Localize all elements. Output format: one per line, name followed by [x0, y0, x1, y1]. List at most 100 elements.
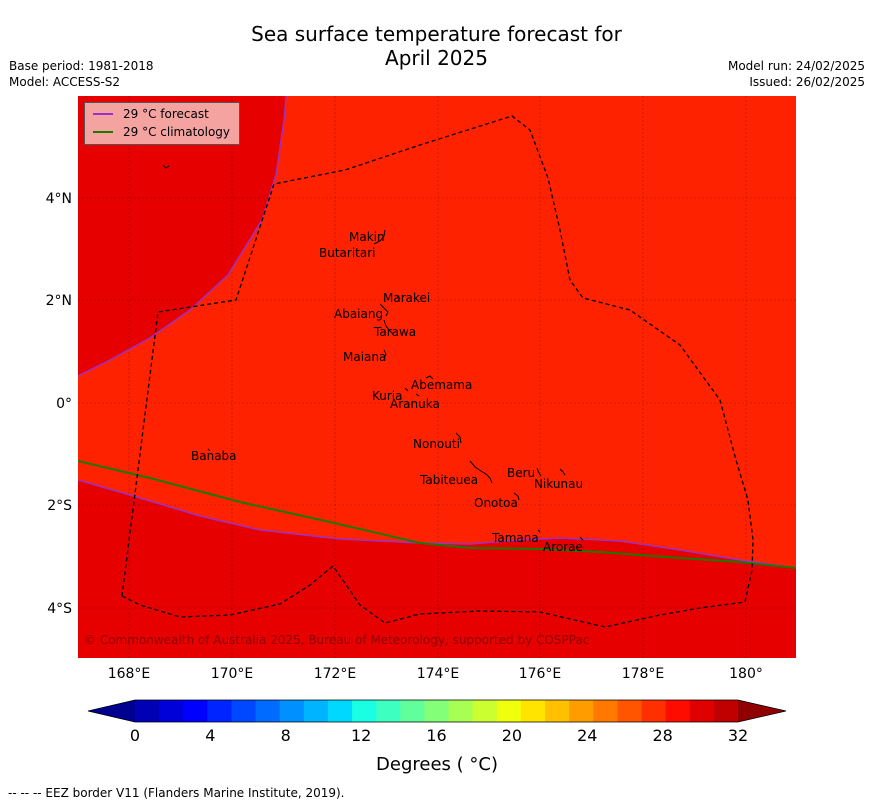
- latitude-ticks: 4°N 2°N 0° 2°S 4°S: [46, 191, 73, 617]
- colorbar-swatch: [520, 700, 546, 722]
- colorbar-swatch: [593, 700, 618, 722]
- chart-title-line1: Sea surface temperature forecast for: [251, 22, 622, 46]
- island-label-nikunau: Nikunau: [534, 477, 583, 491]
- forecast-29c-contour-south: [78, 479, 796, 569]
- lon-tick-176e: 176°E: [519, 666, 562, 682]
- island-label-arorae: Arorae: [543, 540, 583, 554]
- island-label-butaritari: Butaritari: [319, 246, 376, 260]
- island-label-tarawa: Tarawa: [373, 325, 416, 339]
- legend-item-climatology: 29 °C climatology: [93, 124, 230, 140]
- copyright-text: © Commonwealth of Australia 2025, Bureau…: [84, 633, 589, 647]
- longitude-ticks: 168°E 170°E 172°E 174°E 176°E 178°E 180°: [108, 666, 763, 682]
- colorbar-tick-label: 20: [502, 726, 522, 745]
- colorbar-tick-label: 24: [577, 726, 597, 745]
- colorbar-tick-label: 32: [728, 726, 748, 745]
- footer-note: -- -- -- EEZ border V11 (Flanders Marine…: [8, 786, 345, 800]
- issued-text: Issued: 26/02/2025: [749, 75, 865, 89]
- lat-tick-0: 0°: [56, 396, 72, 412]
- colorbar-swatch: [496, 700, 522, 722]
- meta-left: Base period: 1981-2018 Model: ACCESS-S2: [9, 58, 154, 90]
- colorbar-swatch: [569, 700, 594, 722]
- colorbar-label: Degrees ( °C): [376, 754, 498, 775]
- colorbar-ticks: 0 4 8 12 16 20 24 28 32: [130, 726, 748, 745]
- colorbar-extend-high: [738, 700, 786, 722]
- chart-title: Sea surface temperature forecast for Apr…: [0, 22, 873, 70]
- colorbar-swatch: [327, 700, 353, 722]
- lon-tick-180: 180°: [729, 666, 763, 682]
- island-label-nonouti: Nonouti: [413, 437, 460, 451]
- colorbar-swatch: [400, 700, 425, 722]
- island-label-tamana: Tamana: [491, 531, 539, 545]
- gridlines: [78, 96, 796, 658]
- colorbar-swatch: [159, 700, 184, 722]
- meta-right: Model run: 24/02/2025 Issued: 26/02/2025: [728, 58, 865, 90]
- colorbar-swatch: [617, 700, 643, 722]
- colorbar-swatch: [352, 700, 377, 722]
- island-label-makin: Makin: [349, 230, 385, 244]
- colorbar-tick-label: 12: [351, 726, 371, 745]
- lon-tick-178e: 178°E: [622, 666, 665, 682]
- map-plot-area: Makin Butaritari Marakei Abaiang Tarawa …: [78, 96, 796, 658]
- lon-tick-174e: 174°E: [417, 666, 460, 682]
- island-label-tabiteuea: Tabiteuea: [419, 473, 478, 487]
- island-coastlines: [162, 164, 584, 541]
- colorbar-tick-label: 8: [281, 726, 291, 745]
- island-label-kuria: Kuria: [372, 389, 403, 403]
- colorbar-swatch: [135, 700, 160, 722]
- legend-label-climatology: 29 °C climatology: [123, 125, 231, 139]
- forecast-29c-contour-north: [78, 96, 287, 377]
- colorbar-tick-label: 16: [426, 726, 446, 745]
- colorbar-swatch: [376, 700, 401, 722]
- colorbar-swatch: [545, 700, 570, 722]
- legend-swatch-climatology: [93, 131, 113, 133]
- colorbar-swatch: [424, 700, 450, 722]
- island-label-abaiang: Abaiang: [334, 307, 383, 321]
- lat-tick-4s: 4°S: [47, 601, 72, 617]
- island-label-onotoa: Onotoa: [474, 496, 518, 510]
- colorbar-extend-low: [88, 700, 135, 722]
- lon-tick-168e: 168°E: [108, 666, 151, 682]
- colorbar-swatch: [207, 700, 232, 722]
- model-run-text: Model run: 24/02/2025: [727, 59, 865, 73]
- chart-title-line2: April 2025: [385, 46, 488, 70]
- colorbar: [87, 699, 787, 723]
- sst-field-warm-south: [78, 480, 796, 658]
- island-label-beru: Beru: [507, 466, 535, 480]
- colorbar-swatch: [713, 700, 739, 722]
- island-label-aranuka: Aranuka: [390, 397, 440, 411]
- colorbar-swatch: [303, 700, 329, 722]
- island-label-abemama: Abemama: [411, 378, 472, 392]
- colorbar-swatch: [231, 700, 257, 722]
- colorbar-outline: [87, 699, 787, 723]
- island-label-marakei: Marakei: [383, 291, 430, 305]
- colorbar-swatch: [183, 700, 208, 722]
- colorbar-tick-label: 28: [652, 726, 672, 745]
- colorbar-tick-label: 0: [130, 726, 140, 745]
- colorbar-swatch: [665, 700, 691, 722]
- eez-border: [121, 115, 754, 628]
- legend-label-forecast: 29 °C forecast: [123, 107, 209, 121]
- colorbar-swatch: [472, 700, 498, 722]
- lon-tick-172e: 172°E: [314, 666, 357, 682]
- colorbar-swatch: [689, 700, 715, 722]
- island-label-maiana: Maiana: [343, 350, 386, 364]
- lat-tick-2n: 2°N: [46, 293, 72, 309]
- island-label-banaba: Banaba: [191, 449, 237, 463]
- colorbar-swatch: [255, 700, 281, 722]
- model-text: Model: ACCESS-S2: [9, 75, 121, 89]
- colorbar-swatch: [448, 700, 474, 722]
- legend-swatch-forecast: [93, 113, 113, 115]
- lon-tick-170e: 170°E: [211, 666, 254, 682]
- lat-tick-4n: 4°N: [46, 191, 72, 207]
- colorbar-swatch: [641, 700, 667, 722]
- colorbar-tick-label: 4: [205, 726, 215, 745]
- base-period-text: Base period: 1981-2018: [9, 59, 154, 73]
- legend: 29 °C forecast 29 °C climatology: [84, 102, 240, 145]
- island-labels: Makin Butaritari Marakei Abaiang Tarawa …: [191, 230, 583, 554]
- lat-tick-2s: 2°S: [47, 498, 72, 514]
- legend-item-forecast: 29 °C forecast: [93, 106, 209, 122]
- climatology-29c-contour: [78, 460, 796, 569]
- sst-field-warm-northwest: [78, 96, 286, 376]
- colorbar-swatch: [279, 700, 305, 722]
